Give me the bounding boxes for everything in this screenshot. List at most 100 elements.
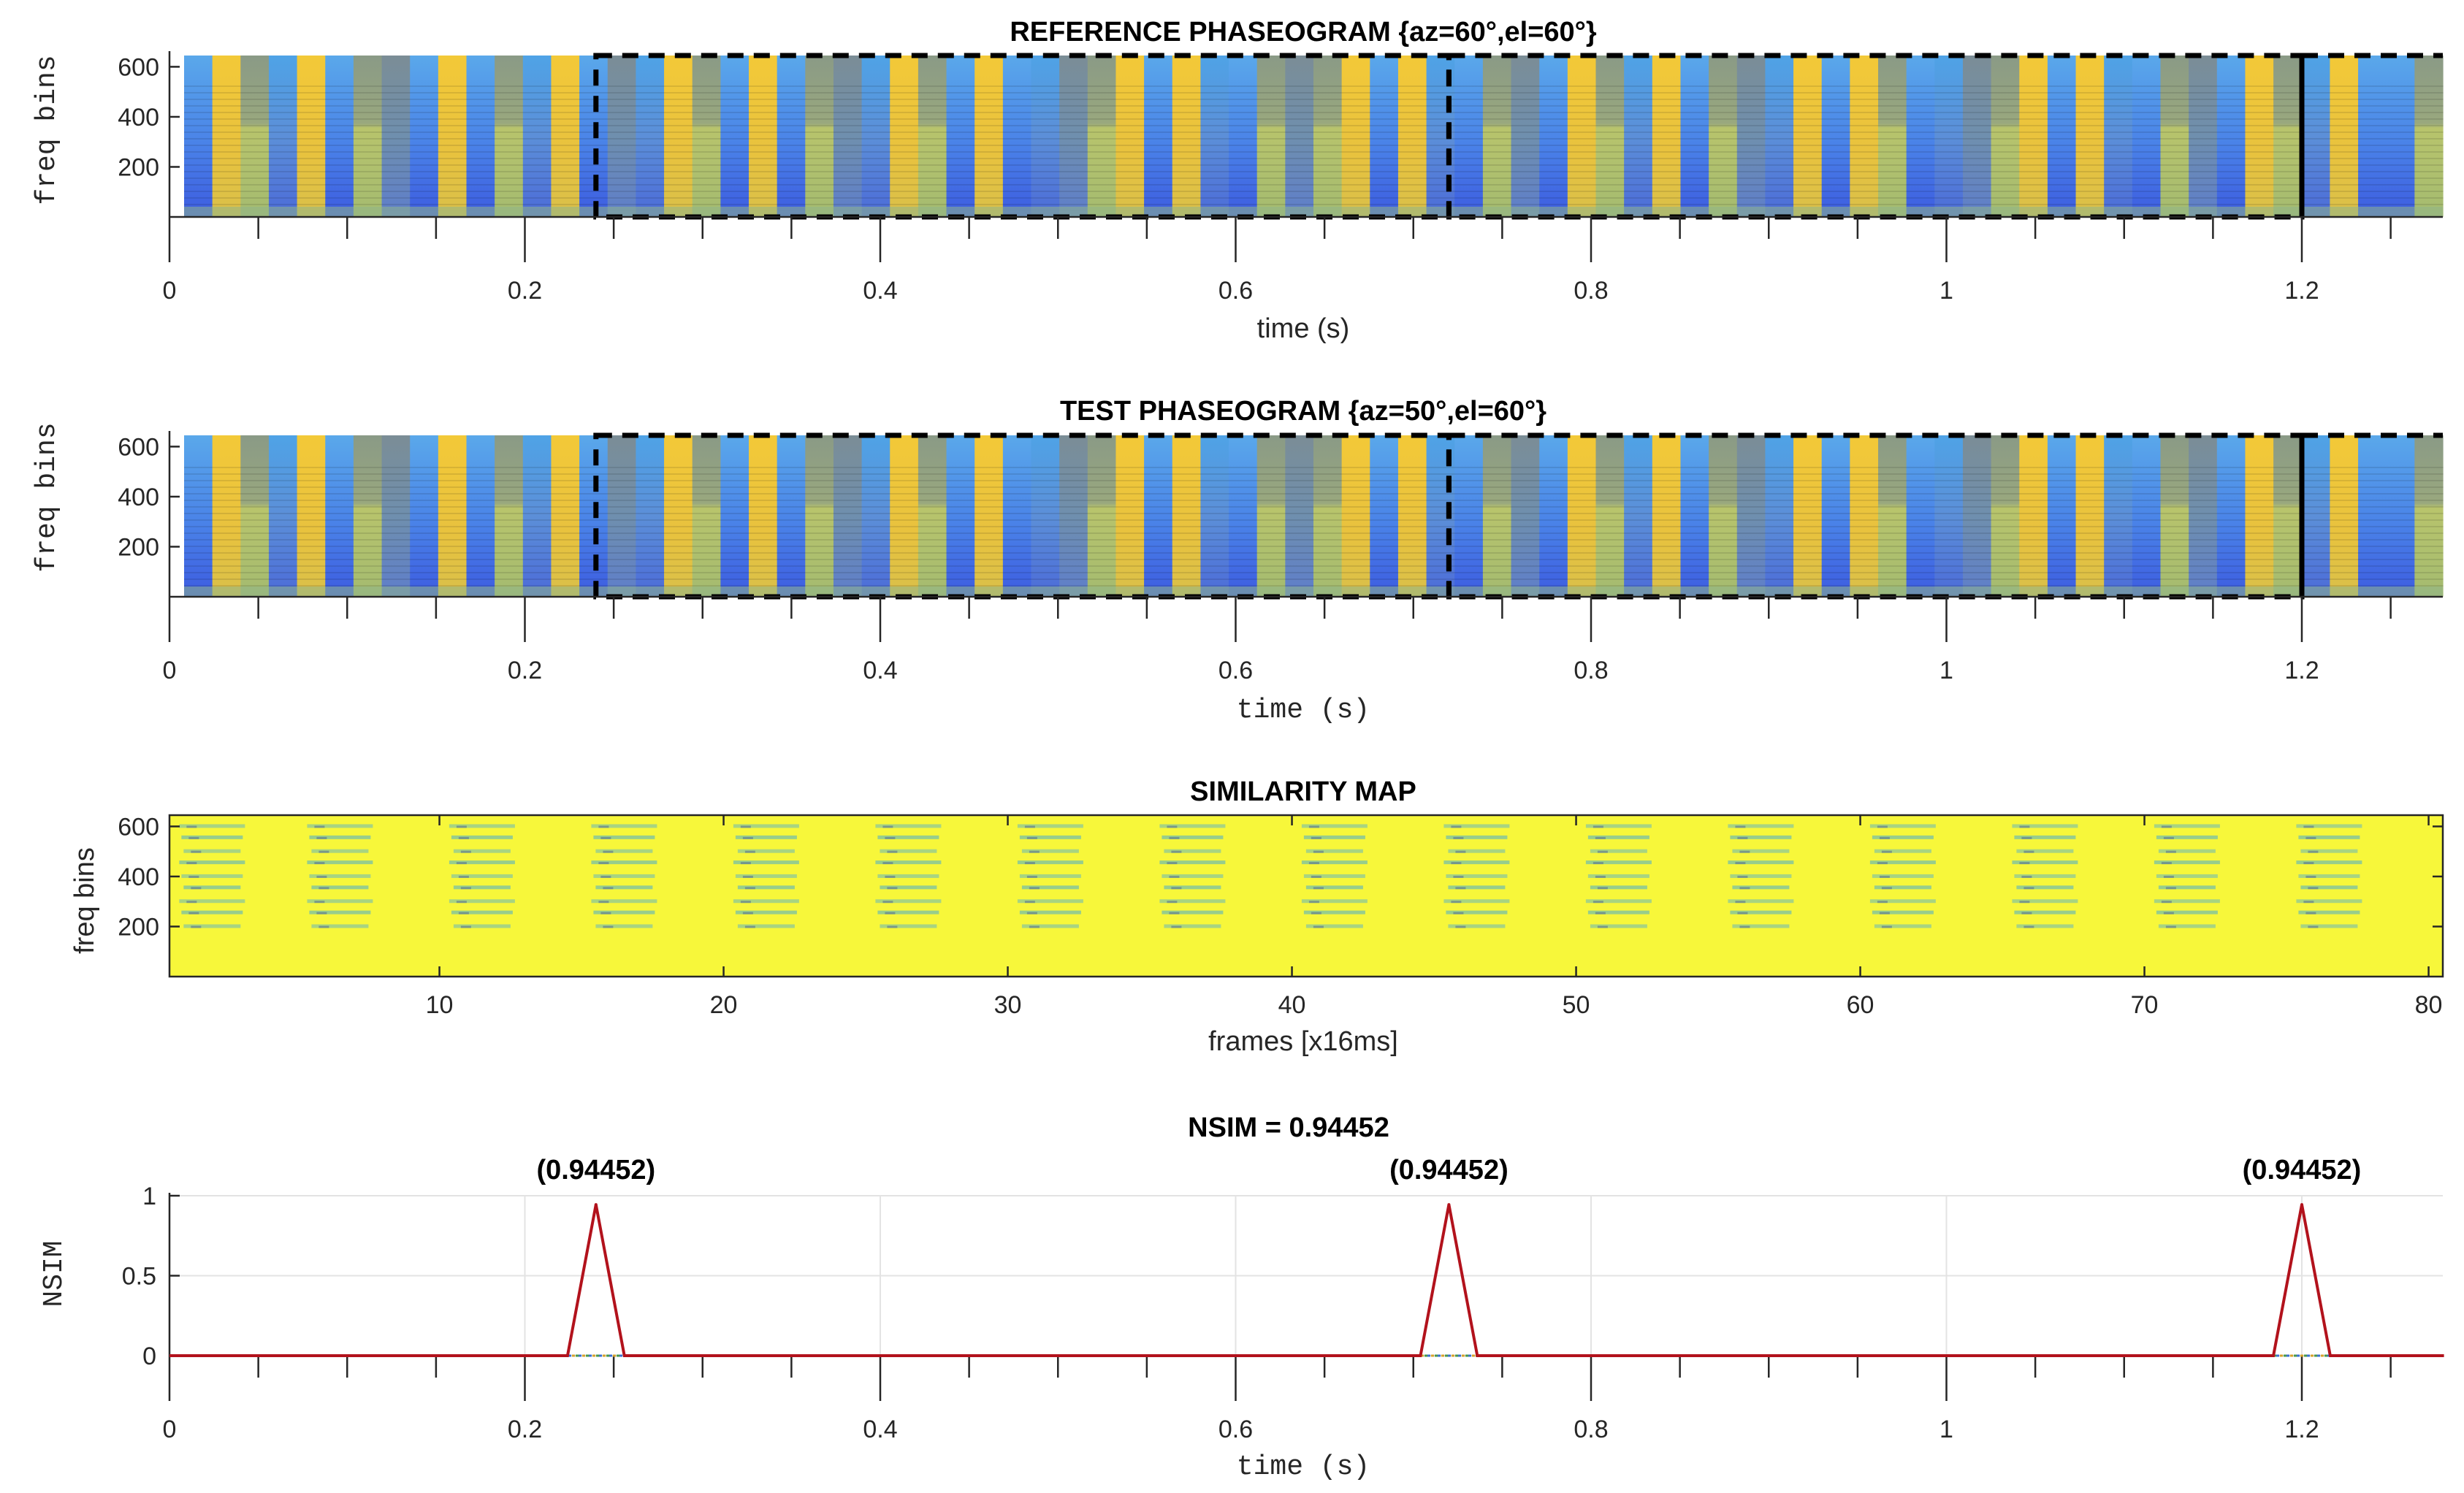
test-phaseogram-panel: TEST PHASEOGRAM {az=50°,el=60°} 0 0.2 0.4 0… (31, 396, 2444, 726)
frame-cell-texture (2104, 464, 2133, 591)
similarity-stripe (1301, 899, 1368, 904)
similarity-stripe (880, 924, 937, 928)
similarity-frame (168, 814, 2444, 978)
frame-cell-texture (1736, 464, 1766, 591)
frame-cell-texture (1906, 464, 1935, 591)
frame-cell-texture (2216, 84, 2246, 211)
similarity-stripe-core (1881, 887, 1892, 890)
frame-cell-texture (410, 84, 439, 211)
frame-cell-texture (1454, 464, 1484, 591)
similarity-stripe (2012, 899, 2078, 904)
similarity-stripe-core (1167, 901, 1178, 904)
similarity-stripe (877, 874, 939, 878)
frame-cell-texture (551, 84, 580, 211)
similarity-stripe-core (1453, 836, 1464, 839)
similarity-stripe (2158, 849, 2216, 853)
frame-cell-texture (1370, 464, 1399, 591)
frame-cell-texture (353, 84, 383, 211)
frame-cell-texture (833, 464, 863, 591)
frame-cell-texture (1087, 464, 1117, 591)
nsim-y-axis-label: NSIM (39, 1240, 70, 1307)
similarity-stripe (880, 885, 937, 890)
x-tick-label: 0 (163, 277, 177, 305)
frame-cell-texture (495, 84, 524, 211)
frame-cell-texture (438, 464, 468, 591)
frame-cell-texture (2414, 464, 2444, 591)
similarity-stripe-core (456, 862, 467, 865)
frame-cell-texture (1595, 464, 1625, 591)
similarity-stripe-core (1455, 887, 1466, 890)
similarity-stripe-core (882, 862, 893, 865)
x-tick-label: 0.2 (508, 657, 542, 684)
frame-cell-texture (297, 84, 326, 211)
frame-cell-texture (636, 84, 665, 211)
nsim-panel: NSIM = 0.94452 (0.94452) (0.94452) (0.9445… (39, 1112, 2444, 1483)
frame-cell-texture (1002, 464, 1032, 591)
frame-cell-texture (1002, 84, 1032, 211)
similarity-stripe-core (740, 825, 751, 828)
frame-cell-texture (946, 464, 975, 591)
similarity-stripe-core (1879, 836, 1890, 839)
x-tick-label: 0.4 (863, 657, 897, 684)
similarity-stripe-core (598, 862, 609, 865)
x-tick-label: 0.4 (863, 1416, 897, 1443)
similarity-stripe-core (740, 862, 751, 865)
similarity-stripe-core (882, 825, 893, 828)
y-tick-label: 0 (142, 1343, 156, 1370)
similarity-stripe-core (1735, 901, 1746, 904)
similarity-stripe-core (600, 875, 611, 878)
similarity-stripe-core (1877, 825, 1888, 828)
similarity-stripe-core (2024, 925, 2034, 928)
frame-cell-texture (918, 464, 947, 591)
similarity-stripe-core (460, 925, 471, 928)
frame-cell-texture (2273, 84, 2303, 211)
similarity-stripe-core (1593, 901, 1603, 904)
frame-cell-texture (805, 464, 834, 591)
similarity-stripe (2154, 824, 2220, 828)
similarity-stripe-core (1451, 825, 1462, 828)
frame-cell-texture (861, 84, 890, 211)
frame-cell-texture (1341, 464, 1370, 591)
frame-cell-texture (1229, 84, 1258, 211)
frame-cell-texture (1031, 84, 1060, 211)
nsim-x-tick-labels: 0 0.2 0.4 0.6 0.8 1 1.2 (163, 1416, 2319, 1443)
frame-cell-texture (1793, 464, 1823, 591)
y-tick-label: 600 (118, 813, 159, 841)
similarity-stripe-core (2165, 887, 2176, 890)
frame-cell-texture (268, 464, 298, 591)
frame-cell-texture (410, 464, 439, 591)
frame-cell-texture (1313, 464, 1343, 591)
frame-cell-texture (1680, 84, 1709, 211)
x-tick-label: 70 (2131, 991, 2159, 1019)
similarity-stripe-core (600, 912, 611, 914)
similarity-stripe-core (603, 887, 614, 890)
frame-cell-texture (1144, 84, 1173, 211)
frame-cell-texture (720, 464, 750, 591)
similarity-stripe-core (1308, 862, 1319, 865)
y-tick-label: 600 (118, 433, 159, 461)
frame-cell-texture (2330, 464, 2359, 591)
similarity-stripe-core (2161, 825, 2172, 828)
x-tick-label: 50 (1563, 991, 1590, 1019)
similarity-stripe (1303, 835, 1365, 839)
frame-cell-texture (1087, 84, 1117, 211)
similarity-stripe-core (1024, 862, 1035, 865)
frame-cell-texture (1172, 464, 1201, 591)
similarity-stripe-core (2305, 875, 2316, 878)
frame-cell-texture (1652, 464, 1682, 591)
similarity-stripe-core (1313, 850, 1324, 853)
frame-cell-texture (1115, 464, 1145, 591)
highlight-box-edge (2299, 53, 2443, 217)
similarity-stripe (735, 835, 797, 839)
frame-cell-texture (2160, 464, 2189, 591)
similarity-stripe (1162, 835, 1224, 839)
nsim-y-tick-labels: 00.51 (122, 1183, 156, 1370)
similarity-stripe-core (885, 875, 896, 878)
similarity-stripe-core (456, 825, 467, 828)
similarity-stripe-core (744, 850, 755, 853)
similarity-stripe (735, 874, 797, 878)
similarity-stripe (2298, 910, 2360, 914)
similarity-stripe (1159, 824, 1226, 828)
similarity-stripe-core (603, 850, 614, 853)
similarity-stripe (1587, 910, 1649, 914)
